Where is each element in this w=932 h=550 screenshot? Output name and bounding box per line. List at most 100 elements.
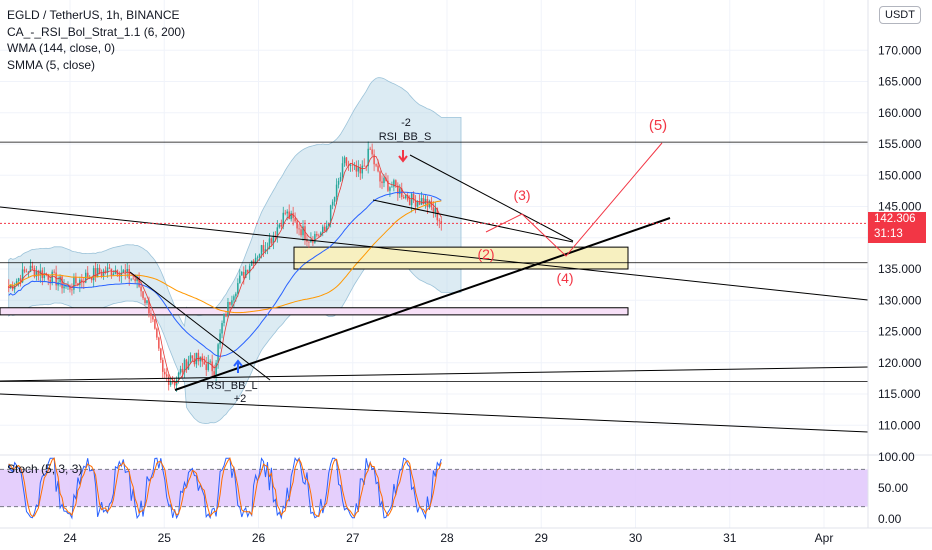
price-tick-label: 150.000 (878, 168, 922, 182)
candle-body (322, 226, 324, 233)
candle-body (124, 270, 127, 272)
trend-line (409, 154, 574, 242)
stoch-tick-label: 100.00 (878, 450, 915, 464)
candle-body (298, 228, 300, 230)
price-tick-label: 145.000 (878, 200, 922, 214)
drawings (0, 141, 869, 433)
candle-body (389, 187, 391, 191)
candle-body (387, 180, 389, 191)
supply-demand-zone (293, 246, 629, 270)
candle-body (59, 276, 61, 283)
candle-body (73, 277, 75, 290)
candle-body (310, 239, 312, 243)
candle-body (49, 279, 51, 283)
candle-body (227, 301, 229, 317)
candle-body (379, 171, 381, 182)
candle-body (438, 220, 441, 222)
candle-body (177, 372, 180, 380)
candle-body (239, 275, 241, 284)
candle-body (270, 238, 273, 244)
candle-body (108, 267, 111, 269)
candle-body (335, 184, 338, 198)
candle-body (369, 148, 371, 150)
candle-body (225, 313, 227, 317)
candle-body (404, 195, 407, 199)
stoch-tick-label: 0.00 (878, 512, 902, 526)
candle-body (130, 278, 132, 280)
candle-body (280, 224, 283, 227)
candle-body (92, 268, 95, 281)
candle-body (79, 279, 81, 286)
smma-line (8, 200, 442, 314)
price-tick-label: 125.000 (878, 325, 922, 339)
candle-body (434, 208, 437, 213)
symbol-title[interactable]: EGLD / TetherUS, 1h, BINANCE (7, 8, 180, 22)
currency-button[interactable]: USDT (879, 6, 921, 24)
last-price-value: 142.306 (874, 213, 916, 225)
candle-body (13, 285, 16, 290)
candle-body (150, 313, 152, 316)
candle-body (33, 268, 36, 277)
candle-body (140, 286, 142, 292)
candle-body (110, 268, 113, 276)
candle-body (284, 212, 286, 214)
candle-body (229, 301, 231, 305)
candle-body (359, 166, 362, 174)
candle-body (7, 286, 10, 288)
candle-body (432, 207, 435, 213)
candle-body (221, 323, 223, 334)
candle-body (65, 285, 67, 287)
indicator-smma[interactable]: SMMA (5, close) (7, 57, 96, 72)
candle-body (402, 196, 405, 199)
chart-annotation: RSI_BB_L (206, 380, 257, 392)
candle-body (373, 154, 375, 165)
time-tick-label: 27 (346, 531, 360, 545)
trend-line (372, 199, 574, 243)
candle-body (29, 265, 32, 272)
candle-body (397, 185, 399, 195)
candle-body (31, 265, 34, 269)
candle-body (414, 200, 417, 207)
candle-body (169, 381, 172, 385)
price-tick-label: 110.000 (878, 418, 921, 432)
candle-body (179, 368, 182, 373)
candle-body (331, 201, 334, 206)
bb-fill (8, 77, 462, 425)
candle-body (128, 268, 130, 279)
stoch-tick-label: 50.00 (878, 481, 908, 495)
candle-body (183, 359, 186, 373)
candle-body (47, 274, 49, 280)
candle-body (217, 344, 219, 363)
candle-body (156, 328, 158, 338)
candle-body (357, 166, 360, 172)
candle-body (219, 333, 221, 345)
candle-body (288, 211, 290, 220)
candle-body (329, 205, 332, 223)
candle-body (304, 226, 306, 240)
candle-body (436, 208, 439, 221)
trend-line (0, 206, 869, 301)
moving-averages (8, 156, 442, 384)
trend-line (0, 393, 869, 433)
indicator-wma[interactable]: WMA (144, close, 0) (7, 41, 116, 55)
bar-countdown: 31:13 (874, 228, 903, 240)
candle-body (264, 249, 267, 252)
stoch-legend[interactable]: Stoch (5, 3, 3) (7, 462, 83, 476)
candle-body (339, 177, 342, 181)
smma5-line (8, 156, 442, 384)
candle-body (355, 164, 358, 172)
candle-body (112, 273, 115, 276)
candle-body (268, 238, 271, 250)
candle-body (248, 265, 251, 273)
candle-body (162, 359, 164, 372)
candle-body (381, 181, 383, 184)
candle-body (171, 381, 174, 383)
candle-body (341, 163, 344, 178)
sell-signal-arrow (398, 150, 408, 163)
price-tick-label: 130.000 (878, 293, 922, 307)
indicator-rsi-bb[interactable]: CA_-_RSI_Bol_Strat_1.1 (6, 200) (7, 24, 186, 39)
candle-body (37, 271, 40, 276)
candle-body (173, 382, 176, 386)
candle-body (104, 270, 107, 273)
